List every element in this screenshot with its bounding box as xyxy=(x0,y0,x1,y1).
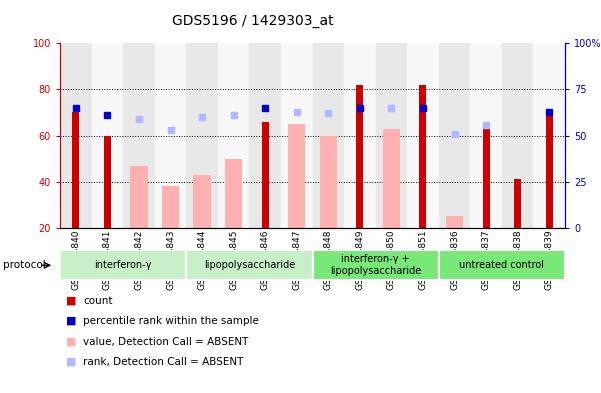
Bar xyxy=(249,43,281,228)
Text: lipopolysaccharide: lipopolysaccharide xyxy=(204,260,295,270)
Bar xyxy=(502,43,534,228)
Bar xyxy=(104,136,111,228)
Bar xyxy=(72,112,79,228)
Bar xyxy=(376,43,407,228)
Bar xyxy=(356,85,364,228)
Bar xyxy=(439,43,470,228)
Text: count: count xyxy=(83,296,112,306)
Bar xyxy=(419,85,427,228)
Bar xyxy=(123,43,155,228)
Bar xyxy=(130,165,148,228)
Bar xyxy=(514,180,521,228)
Text: percentile rank within the sample: percentile rank within the sample xyxy=(83,316,259,326)
Bar xyxy=(186,250,313,280)
Text: ■: ■ xyxy=(66,316,76,326)
Bar xyxy=(60,250,186,280)
Text: ■: ■ xyxy=(66,296,76,306)
Text: GDS5196 / 1429303_at: GDS5196 / 1429303_at xyxy=(172,14,333,28)
Bar xyxy=(261,122,269,228)
Bar xyxy=(383,129,400,228)
Text: value, Detection Call = ABSENT: value, Detection Call = ABSENT xyxy=(83,336,248,347)
Bar xyxy=(225,159,242,228)
Text: interferon-γ: interferon-γ xyxy=(94,260,152,270)
Bar xyxy=(534,43,565,228)
Bar xyxy=(546,110,553,228)
Bar xyxy=(446,217,463,228)
Bar xyxy=(344,43,376,228)
Text: untreated control: untreated control xyxy=(459,260,545,270)
Text: ■: ■ xyxy=(66,357,76,367)
Text: ■: ■ xyxy=(66,336,76,347)
Text: protocol: protocol xyxy=(3,260,46,270)
Bar xyxy=(470,43,502,228)
Bar xyxy=(91,43,123,228)
Bar xyxy=(288,124,305,228)
Bar xyxy=(155,43,186,228)
Bar xyxy=(313,43,344,228)
Bar xyxy=(281,43,313,228)
Bar xyxy=(320,136,337,228)
Bar xyxy=(186,43,218,228)
Bar xyxy=(60,43,91,228)
Bar xyxy=(194,175,211,228)
Bar xyxy=(313,250,439,280)
Text: interferon-γ +
lipopolysaccharide: interferon-γ + lipopolysaccharide xyxy=(330,255,421,276)
Bar xyxy=(407,43,439,228)
Bar xyxy=(162,186,179,228)
Bar xyxy=(218,43,249,228)
Bar xyxy=(439,250,565,280)
Bar xyxy=(483,126,490,228)
Text: rank, Detection Call = ABSENT: rank, Detection Call = ABSENT xyxy=(83,357,243,367)
